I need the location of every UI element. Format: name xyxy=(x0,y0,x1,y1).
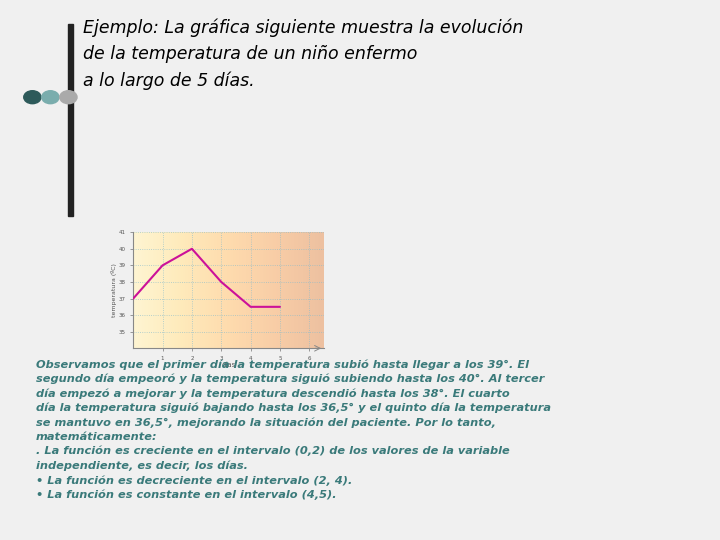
Y-axis label: temperatura (ºC): temperatura (ºC) xyxy=(111,264,117,317)
X-axis label: días: días xyxy=(222,362,235,368)
Text: Ejemplo: La gráfica siguiente muestra la evolución
de la temperatura de un niño : Ejemplo: La gráfica siguiente muestra la… xyxy=(83,19,523,90)
Text: Observamos que el primer día la temperatura subió hasta llegar a los 39°. El
seg: Observamos que el primer día la temperat… xyxy=(36,359,551,500)
